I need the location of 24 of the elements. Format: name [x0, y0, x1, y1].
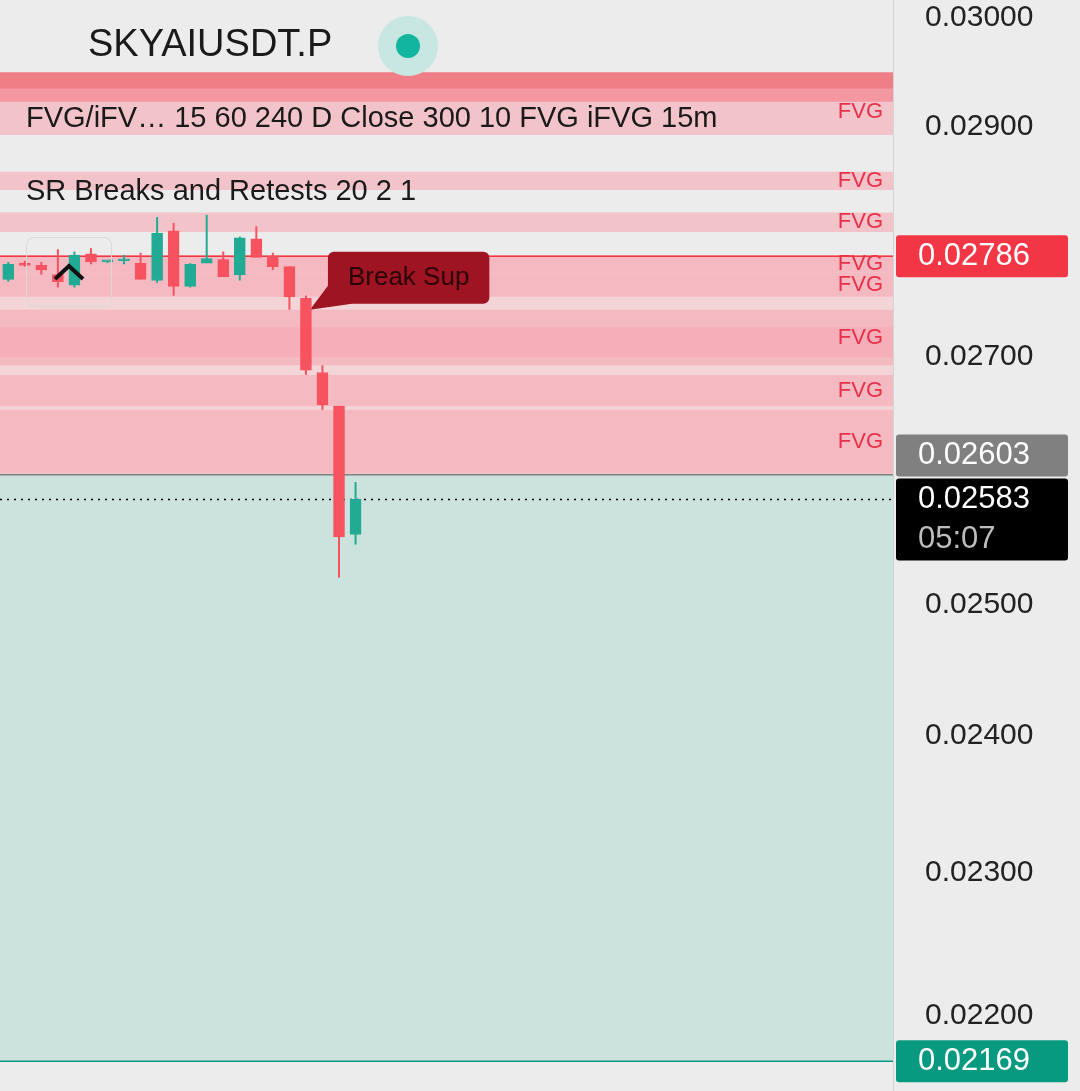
- ref-line-label: 0.02583 05:07: [918, 480, 1031, 555]
- text: SKYAIUSDT.P: [88, 22, 333, 65]
- band-label: FVG: [837, 427, 883, 453]
- band-label: FVG: [837, 97, 883, 123]
- band-label: FVG: [837, 323, 883, 349]
- y-tick-label: 0.02200: [925, 996, 1034, 1030]
- ref-line-label: 0.02603: [918, 436, 1031, 471]
- ref-line-label: 0.02786: [918, 236, 1031, 272]
- y-tick-label: 0.02300: [925, 853, 1034, 887]
- annotation: Break Sup: [347, 260, 470, 291]
- candlestick: [200, 213, 213, 265]
- ref-line-label: 0.02169: [918, 1041, 1031, 1077]
- y-tick-label: 0.02900: [925, 108, 1034, 142]
- y-tick-label: 0.02700: [925, 338, 1034, 372]
- band-label: FVG: [837, 270, 883, 296]
- annotation: SR Breaks and Retests 20 2 1: [26, 174, 417, 207]
- band-label: FVG: [837, 376, 883, 402]
- text: FVG/iFV… 15 60 240 D Close 300 10 FVG iFVG 15m: [26, 101, 718, 134]
- y-tick-label: 0.02400: [925, 717, 1034, 751]
- band-label: FVG: [837, 166, 883, 192]
- candlestick: [184, 262, 197, 289]
- y-tick-label: 0.02500: [925, 585, 1034, 619]
- y-tick-label: 0.03000: [925, 0, 1034, 33]
- band-label: FVG: [837, 208, 883, 234]
